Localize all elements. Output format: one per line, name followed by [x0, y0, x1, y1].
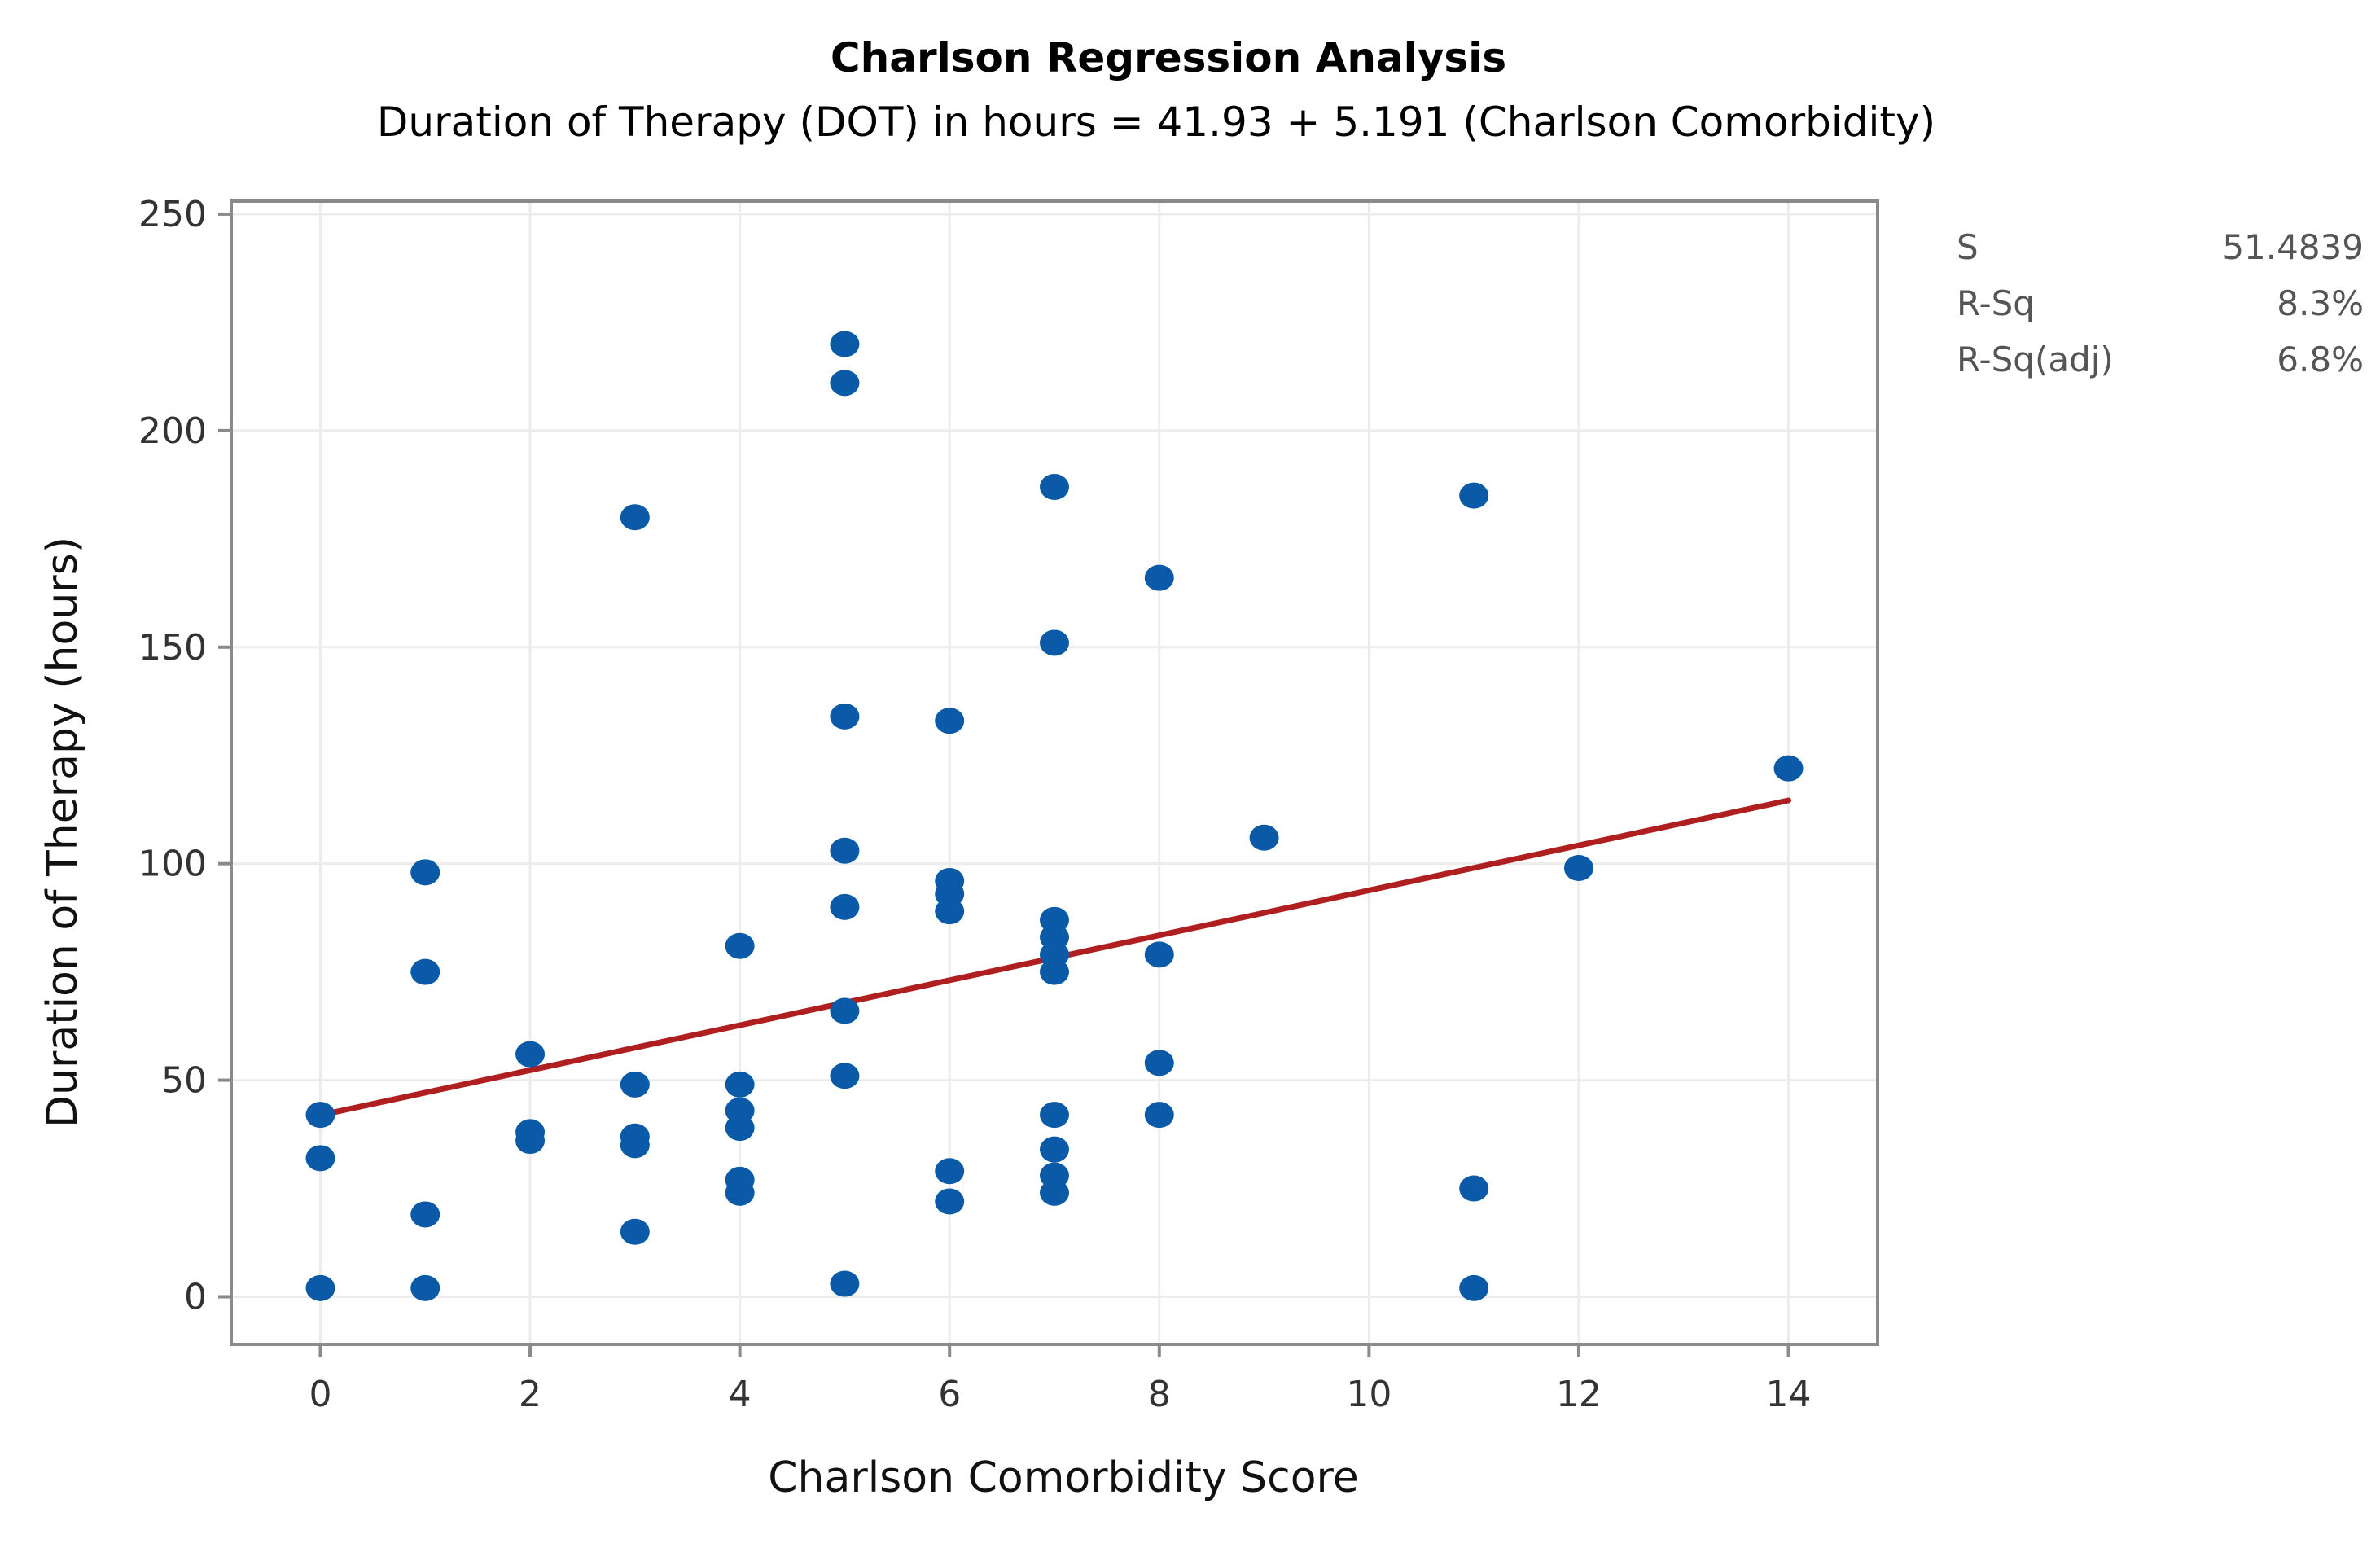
- data-point: [305, 1145, 335, 1172]
- data-point: [725, 1179, 755, 1206]
- plot-frame: [230, 199, 1879, 1346]
- data-point: [830, 1063, 860, 1089]
- y-tick-label: 0: [184, 1277, 207, 1318]
- y-tick-label: 200: [138, 410, 207, 452]
- data-point: [935, 1188, 965, 1215]
- y-axis-label: Duration of Therapy (hours): [38, 537, 87, 1128]
- data-point: [1040, 958, 1069, 985]
- data-point: [725, 1115, 755, 1142]
- stats-table: S 51.4839 R-Sq 8.3% R-Sq(adj) 6.8%: [1957, 227, 2364, 379]
- x-tick-label: 2: [519, 1374, 541, 1415]
- data-point: [515, 1041, 546, 1068]
- data-point: [1040, 1179, 1069, 1206]
- data-point: [305, 1102, 335, 1129]
- data-point: [830, 997, 860, 1024]
- data-point: [830, 370, 860, 397]
- x-tick-label: 0: [309, 1374, 331, 1415]
- data-point: [830, 837, 860, 864]
- x-axis-label: Charlson Comorbidity Score: [768, 1453, 1359, 1502]
- data-point: [410, 859, 440, 886]
- data-point: [1144, 564, 1174, 591]
- data-point: [1773, 755, 1804, 782]
- data-point: [1040, 1102, 1069, 1129]
- data-point: [830, 893, 860, 920]
- data-point: [1144, 941, 1174, 968]
- data-point: [1249, 824, 1279, 851]
- data-point: [1563, 855, 1593, 881]
- data-point: [1144, 1050, 1174, 1076]
- x-tick-label: 12: [1556, 1374, 1602, 1415]
- x-tick-label: 4: [729, 1374, 752, 1415]
- y-tick-label: 250: [138, 194, 207, 235]
- data-point: [725, 1071, 755, 1098]
- data-point: [830, 703, 860, 730]
- data-point: [305, 1274, 335, 1301]
- y-tick-label: 150: [138, 627, 207, 669]
- data-point: [410, 1274, 440, 1301]
- data-point: [1459, 482, 1489, 509]
- x-tick-label: 6: [938, 1374, 961, 1415]
- data-point: [1144, 1102, 1174, 1129]
- data-point: [1459, 1175, 1489, 1202]
- stats-value: 6.8%: [2277, 340, 2364, 379]
- data-point: [620, 1071, 650, 1098]
- y-tick-label: 100: [138, 844, 207, 885]
- data-point: [1040, 474, 1069, 500]
- chart-title: Charlson Regression Analysis: [831, 34, 1506, 81]
- x-tick-label: 8: [1148, 1374, 1171, 1415]
- x-tick-label: 10: [1346, 1374, 1392, 1415]
- data-point: [410, 958, 440, 985]
- data-point: [620, 504, 650, 531]
- data-point: [1459, 1274, 1489, 1301]
- stats-label: S: [1957, 227, 1979, 267]
- x-tick-label: 14: [1766, 1374, 1812, 1415]
- data-point: [830, 331, 860, 357]
- data-point: [935, 1158, 965, 1185]
- stats-label: R-Sq(adj): [1957, 340, 2114, 379]
- chart-subtitle: Duration of Therapy (DOT) in hours = 41.…: [377, 99, 1935, 146]
- data-point: [725, 932, 755, 959]
- data-point: [410, 1201, 440, 1228]
- data-point: [515, 1128, 546, 1155]
- scatter-points: [305, 331, 1804, 1301]
- data-point: [935, 708, 965, 734]
- data-point: [830, 1270, 860, 1297]
- data-point: [620, 1132, 650, 1159]
- stats-value: 8.3%: [2277, 283, 2364, 323]
- data-point: [620, 1218, 650, 1245]
- data-point: [935, 898, 965, 925]
- data-point: [1040, 629, 1069, 656]
- data-point: [1040, 1136, 1069, 1163]
- stats-value: 51.4839: [2222, 227, 2364, 267]
- axis-ticks: 0 50 100 150 200 250 0 2 4 6 8 10 12 14: [138, 194, 1812, 1415]
- y-tick-label: 50: [161, 1060, 207, 1102]
- stats-label: R-Sq: [1957, 283, 2035, 323]
